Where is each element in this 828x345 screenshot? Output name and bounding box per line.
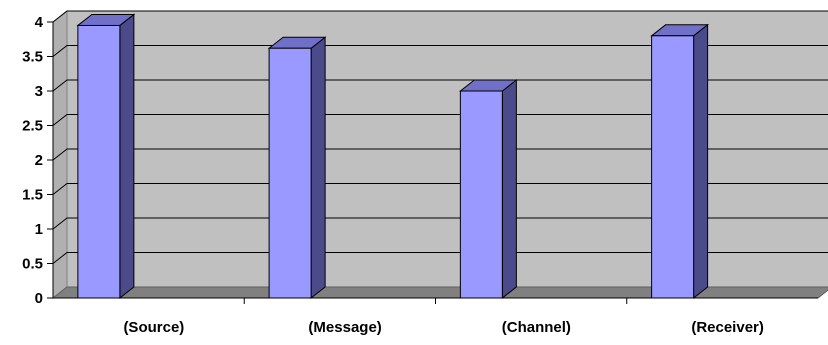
gridline [52, 183, 828, 195]
x-category-label: (Receiver) [691, 319, 764, 336]
gridline [52, 45, 828, 57]
axis-labels: 0 0.5 1 1.5 2 2.5 3 3.5 4 (Source) (Message) (Chann… [22, 14, 764, 336]
gridline [52, 252, 828, 264]
y-tick-label: 0 [35, 290, 43, 307]
bar-side-face [119, 13, 135, 300]
gridline [52, 148, 828, 161]
gridline [52, 114, 828, 126]
y-tick-label: 4 [35, 14, 44, 31]
bar-channel [458, 78, 518, 300]
x-category-label: (Source) [123, 319, 184, 336]
bar-receiver [650, 23, 710, 300]
bar-source [76, 13, 136, 300]
gridlines [52, 10, 828, 264]
bar-front-face [77, 24, 121, 299]
y-tick-label: 2 [35, 152, 43, 169]
bars [76, 13, 710, 300]
y-tick-label: 0.5 [22, 256, 43, 273]
y-tick-label: 1.5 [22, 187, 43, 204]
bar-side-face [310, 36, 326, 300]
gridline [52, 79, 828, 92]
y-tick-label: 1 [35, 221, 43, 238]
gridline [52, 217, 828, 230]
bar-front-face [459, 90, 503, 299]
x-category-label: (Message) [308, 319, 381, 336]
bar-message [267, 36, 327, 300]
chart-plot-area [51, 9, 828, 300]
y-tick-label: 2.5 [22, 118, 43, 135]
gridline [52, 10, 828, 23]
y-tick-label: 3.5 [22, 49, 43, 66]
x-category-label: (Channel) [502, 319, 571, 336]
bar-front-face [268, 47, 312, 299]
floor [51, 286, 828, 299]
bar-side-face [693, 23, 709, 300]
bar-side-face [501, 78, 517, 300]
bar-front-face [651, 35, 695, 299]
y-tick-label: 3 [35, 83, 43, 100]
